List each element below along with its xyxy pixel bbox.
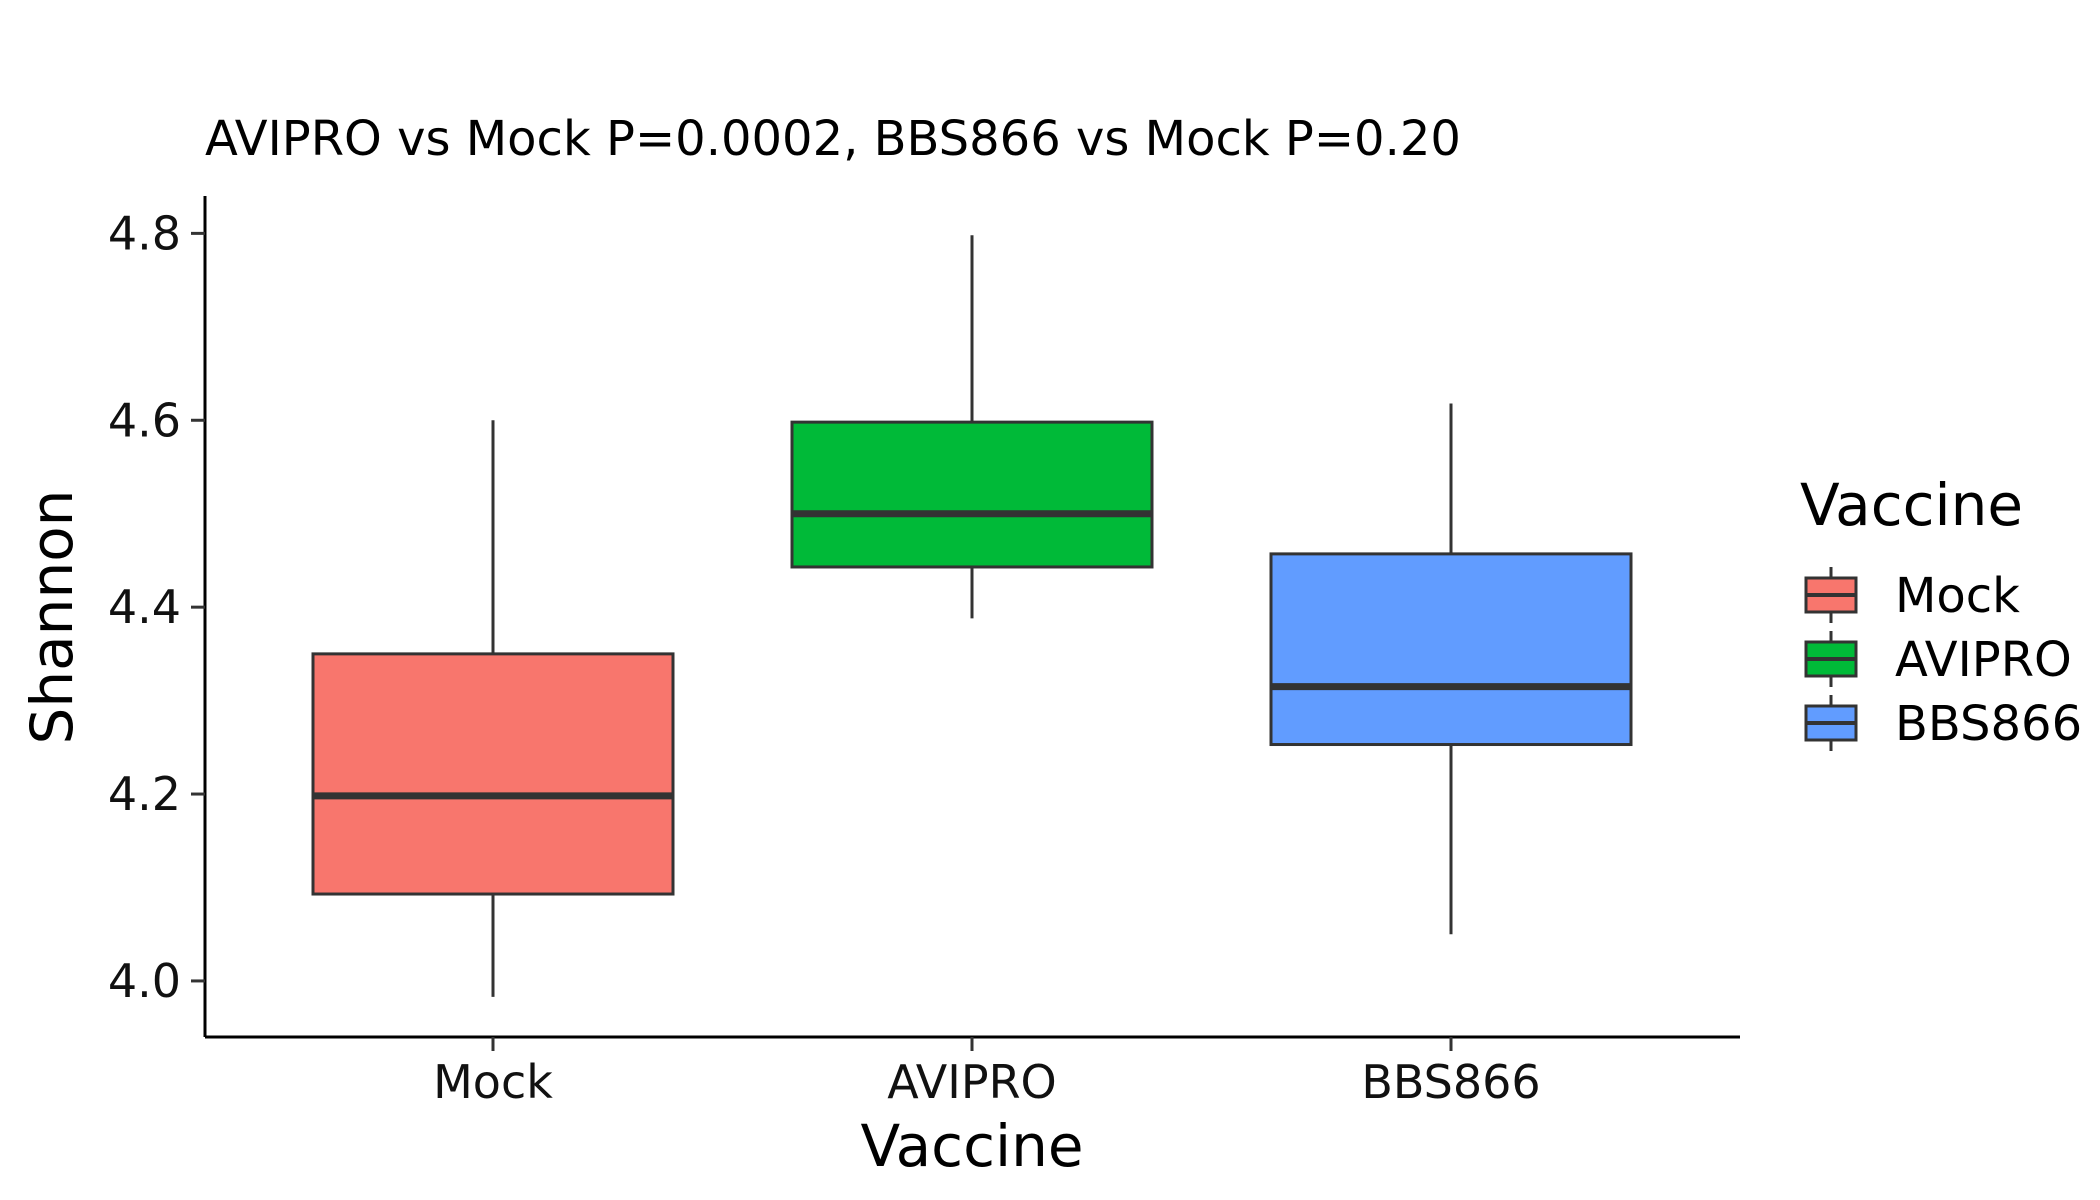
box-mock	[311, 420, 675, 997]
box-bbs866	[1269, 403, 1633, 935]
y-axis-title: Shannon	[18, 490, 86, 745]
box-iqr	[311, 652, 675, 896]
y-axis-ticks: 4.0 4.2 4.4 4.6 4.8	[108, 206, 205, 1008]
plot-panel	[311, 235, 1633, 997]
box-iqr	[790, 420, 1154, 569]
y-tick-label: 4.2	[108, 767, 181, 821]
y-tick-label: 4.0	[108, 954, 181, 1008]
x-tick-label: AVIPRO	[887, 1055, 1056, 1109]
chart-title: AVIPRO vs Mock P=0.0002, BBS866 vs Mock …	[205, 111, 1461, 167]
x-axis-ticks: Mock AVIPRO BBS866	[433, 1037, 1541, 1109]
legend-key-avipro: AVIPRO	[1804, 631, 2072, 688]
y-tick-label: 4.6	[108, 393, 181, 447]
legend-title: Vaccine	[1800, 471, 2023, 539]
legend-key-mock: Mock	[1804, 567, 2020, 624]
legend-label: AVIPRO	[1895, 632, 2072, 688]
box-iqr	[1269, 552, 1633, 747]
legend: Vaccine Mock AVIPRO BBS866	[1800, 471, 2082, 752]
y-tick-label: 4.4	[108, 580, 181, 634]
y-tick-label: 4.8	[108, 206, 181, 260]
legend-label: Mock	[1895, 568, 2020, 624]
x-axis-title: Vaccine	[860, 1112, 1083, 1180]
legend-label: BBS866	[1895, 696, 2082, 752]
legend-key-bbs866: BBS866	[1804, 695, 2082, 752]
x-tick-label: Mock	[433, 1055, 553, 1109]
x-tick-label: BBS866	[1361, 1055, 1540, 1109]
box-avipro	[790, 235, 1154, 619]
